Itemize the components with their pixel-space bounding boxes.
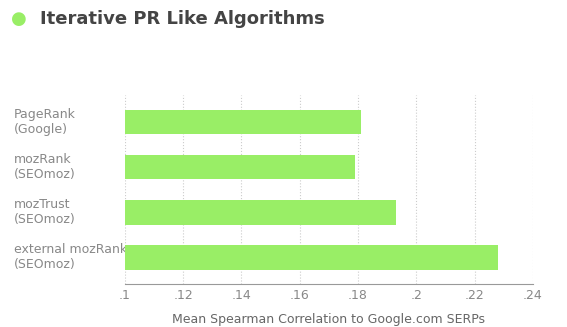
Bar [125, 155, 355, 180]
Bar [125, 110, 361, 134]
Text: ●: ● [11, 10, 27, 28]
Bar [125, 200, 396, 225]
Text: Iterative PR Like Algorithms: Iterative PR Like Algorithms [40, 10, 324, 28]
X-axis label: Mean Spearman Correlation to Google.com SERPs: Mean Spearman Correlation to Google.com … [172, 314, 485, 326]
Bar [125, 245, 498, 270]
